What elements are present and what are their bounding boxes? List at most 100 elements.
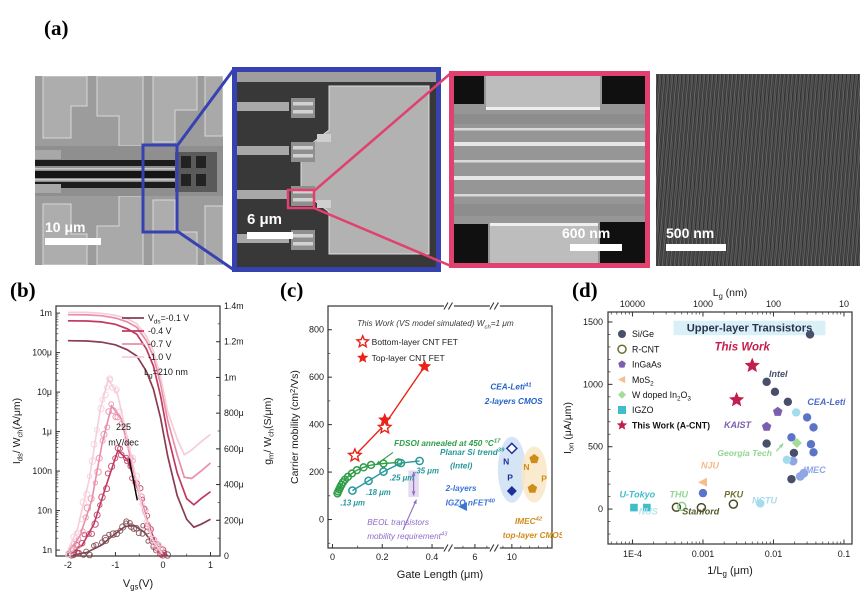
series-fdsoi-annealed [333, 458, 403, 498]
svg-text:InGaAs: InGaAs [632, 360, 662, 370]
svg-text:400μ: 400μ [224, 480, 244, 490]
series-imec-n [529, 454, 539, 464]
svg-text:BEOL transistors: BEOL transistors [367, 518, 429, 527]
svg-text:600μ: 600μ [224, 444, 244, 454]
series-top-layer-cnt-fet [378, 359, 432, 426]
ids-series-3 [67, 313, 212, 480]
svg-text:Ids/ Wch(A/μm): Ids/ Wch(A/μm) [11, 398, 25, 464]
svg-text:CEA-Leti41: CEA-Leti41 [490, 382, 531, 391]
svg-text:.18 μm: .18 μm [366, 488, 391, 497]
panel-a-label: (a) [44, 16, 69, 40]
panel-b-svg: 1n 10n 100n 1μ 10μ 100μ 1m 0 200μ 400μ 600μ 800μ 1m 1… [11, 301, 276, 592]
svg-text:500: 500 [588, 442, 603, 452]
series-cea-leti-n [505, 442, 518, 455]
svg-text:225: 225 [116, 422, 131, 432]
svg-text:Lg (nm): Lg (nm) [713, 287, 748, 301]
group-ellipse-1 [497, 436, 526, 503]
series-r-cnt [671, 499, 739, 513]
series-w-doped-in2o3 [791, 437, 802, 448]
svg-text:This Work: This Work [715, 342, 771, 354]
series-mos2 [697, 477, 707, 487]
svg-text:10: 10 [839, 299, 849, 309]
panel-c-mobility-vs-gate-length-chart: 0 200 400 600 800 0 0.2 0.4 6 10 Carrier mobility … [284, 286, 565, 608]
svg-text:1.4m: 1.4m [224, 301, 244, 311]
svg-text:NJU: NJU [701, 461, 720, 471]
svg-text:0: 0 [598, 504, 603, 514]
svg-text:NUS: NUS [639, 507, 658, 517]
svg-text:N: N [503, 457, 509, 467]
svg-text:400: 400 [309, 420, 324, 430]
svg-text:.13 μm: .13 μm [340, 499, 365, 508]
scale-bar-10um-rule [45, 238, 101, 246]
svg-text:P: P [541, 473, 547, 483]
series-thu-cnt [676, 501, 687, 512]
scale-bar-600nm: 600 nm [562, 225, 622, 252]
scale-bar-10um-label: 10 μm [45, 219, 86, 235]
svg-text:THU: THU [670, 490, 689, 500]
scale-bar-500nm-rule [666, 244, 726, 252]
svg-text:Gate Length (μm): Gate Length (μm) [397, 569, 483, 581]
svg-text:10n: 10n [37, 506, 52, 516]
svg-text:600: 600 [309, 372, 324, 382]
sem-channel-closeup-graphic [454, 76, 645, 263]
svg-text:800μ: 800μ [224, 408, 244, 418]
svg-text:-0.7 V: -0.7 V [148, 339, 172, 349]
svg-text:2-layers CMOS: 2-layers CMOS [484, 397, 543, 406]
series-ingaas [761, 406, 783, 431]
svg-text:Ion (μA/μm): Ion (μA/μm) [562, 402, 576, 454]
svg-text:IGZO: IGZO [632, 405, 654, 415]
svg-text:IMEC42: IMEC42 [515, 517, 543, 526]
svg-text:U-Tokyo: U-Tokyo [619, 490, 655, 500]
svg-text:This Work (VS model simulated): This Work (VS model simulated) Wch=1 μm [357, 319, 514, 331]
series-si-ge [762, 330, 815, 484]
svg-text:This Work (A-CNT): This Work (A-CNT) [632, 420, 710, 430]
svg-text:FDSOI annealed at 450 °C17: FDSOI annealed at 450 °C17 [394, 439, 501, 448]
svg-text:1500: 1500 [583, 317, 603, 327]
svg-text:10μ: 10μ [37, 387, 52, 397]
svg-text:800: 800 [309, 325, 324, 335]
svg-text:-0.4 V: -0.4 V [148, 326, 172, 336]
svg-text:MoS2: MoS2 [632, 375, 654, 388]
panel-b-label: (b) [10, 278, 36, 302]
sem-image-transistor-array: 6 μm [232, 67, 441, 272]
sem-image-device-overview: 10 μm [35, 76, 223, 265]
ids-series-4 [67, 311, 212, 456]
svg-text:IMEC: IMEC [803, 465, 826, 475]
svg-text:0.1: 0.1 [838, 549, 851, 559]
svg-text:Intel: Intel [769, 369, 788, 379]
svg-text:mobility requirement43: mobility requirement43 [367, 532, 448, 541]
svg-text:1m: 1m [40, 308, 52, 318]
svg-text:100n: 100n [32, 466, 52, 476]
group-ellipse-2 [521, 446, 548, 503]
svg-text:P: P [507, 473, 513, 483]
svg-text:R-CNT: R-CNT [632, 344, 660, 354]
svg-text:(Intel): (Intel) [450, 462, 473, 471]
panel-c-label: (c) [280, 278, 304, 302]
scale-bar-10um: 10 μm [45, 219, 101, 246]
svg-text:Vgs(V): Vgs(V) [123, 578, 153, 592]
scale-bar-600nm-rule [570, 244, 622, 252]
svg-text:1μ: 1μ [42, 427, 52, 437]
svg-text:0.01: 0.01 [765, 549, 783, 559]
panel-c-svg: 0 200 400 600 800 0 0.2 0.4 6 10 Carrier mobility … [288, 302, 565, 581]
sem-image-channel-closeup: 600 nm [449, 71, 650, 268]
svg-text:1.2m: 1.2m [224, 337, 244, 347]
panel-b-transfer-characteristics-chart: 1n 10n 100n 1μ 10μ 100μ 1m 0 200μ 400μ 600μ 800μ 1m 1… [8, 284, 282, 608]
svg-text:0: 0 [319, 515, 324, 525]
scale-bar-500nm: 500 nm [666, 225, 726, 252]
svg-text:10: 10 [507, 552, 517, 562]
svg-text:N: N [523, 462, 529, 472]
svg-text:0.001: 0.001 [692, 549, 715, 559]
svg-text:W doped In2O3: W doped In2O3 [632, 390, 691, 403]
svg-text:1000: 1000 [583, 379, 603, 389]
svg-text:0.2: 0.2 [376, 552, 389, 562]
svg-text:6: 6 [472, 552, 477, 562]
svg-text:PKU: PKU [724, 490, 744, 500]
sem-image-aligned-cnt-film: 500 nm [656, 74, 860, 266]
svg-text:10000: 10000 [620, 299, 645, 309]
series-imec-p [527, 483, 538, 493]
svg-text:Si/Ge: Si/Ge [632, 329, 654, 339]
scale-bar-6um-label: 6 μm [247, 211, 283, 228]
